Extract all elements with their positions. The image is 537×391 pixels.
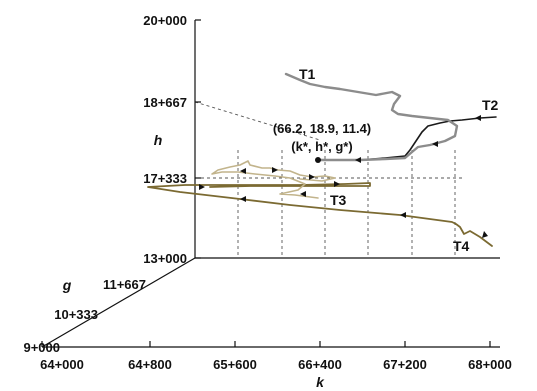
direction-arrow <box>355 157 361 163</box>
direction-arrows <box>199 115 488 238</box>
g-axis-label: g <box>62 277 72 293</box>
direction-arrow <box>272 167 278 173</box>
h-tick-label: 18+667 <box>143 95 187 110</box>
tick-marks <box>41 19 491 347</box>
series-label-t3: T3 <box>330 192 347 208</box>
trajectory-t1 <box>284 72 459 162</box>
k-tick-label: 65+600 <box>213 357 257 372</box>
h-tick-label: 20+000 <box>143 13 187 28</box>
h-tick-label: 17+333 <box>143 171 187 186</box>
direction-arrow <box>199 184 205 190</box>
equilibrium-point <box>315 157 321 163</box>
direction-arrow <box>309 174 315 180</box>
axes <box>41 20 500 348</box>
direction-arrow <box>432 141 438 147</box>
k-tick-label: 67+200 <box>383 357 427 372</box>
direction-arrow <box>334 181 340 187</box>
k-tick-label: 68+000 <box>468 357 512 372</box>
equilibrium-sublabel: (k*, h*, g*) <box>291 139 352 154</box>
h-axis-label: h <box>154 132 163 148</box>
series-label-t2: T2 <box>482 97 499 113</box>
series-label-t1: T1 <box>299 66 316 82</box>
h-tick-label: 13+000 <box>143 251 187 266</box>
guide-line <box>194 101 321 141</box>
direction-arrow <box>240 196 246 202</box>
k-axis-label: k <box>316 374 325 390</box>
g-tick-label: 9+000 <box>23 340 60 355</box>
k-tick-label: 66+400 <box>298 357 342 372</box>
g-tick-label: 10+333 <box>54 307 98 322</box>
k-tick-label: 64+000 <box>40 357 84 372</box>
k-tick-label: 64+800 <box>128 357 172 372</box>
direction-arrow <box>400 212 406 218</box>
trajectories <box>147 72 497 247</box>
equilibrium-label: (66.2, 18.9, 11.4) <box>273 121 371 136</box>
series-label-t4: T4 <box>453 238 470 254</box>
trajectory-t4 <box>147 182 493 247</box>
trajectory-t3 <box>211 160 336 199</box>
direction-arrow <box>475 115 481 121</box>
guide-lines <box>194 101 465 258</box>
g-axis-line <box>41 257 196 348</box>
direction-arrow <box>300 191 306 197</box>
g-tick-label: 11+667 <box>103 277 146 292</box>
direction-arrow <box>240 168 246 174</box>
direction-arrow <box>482 231 488 238</box>
